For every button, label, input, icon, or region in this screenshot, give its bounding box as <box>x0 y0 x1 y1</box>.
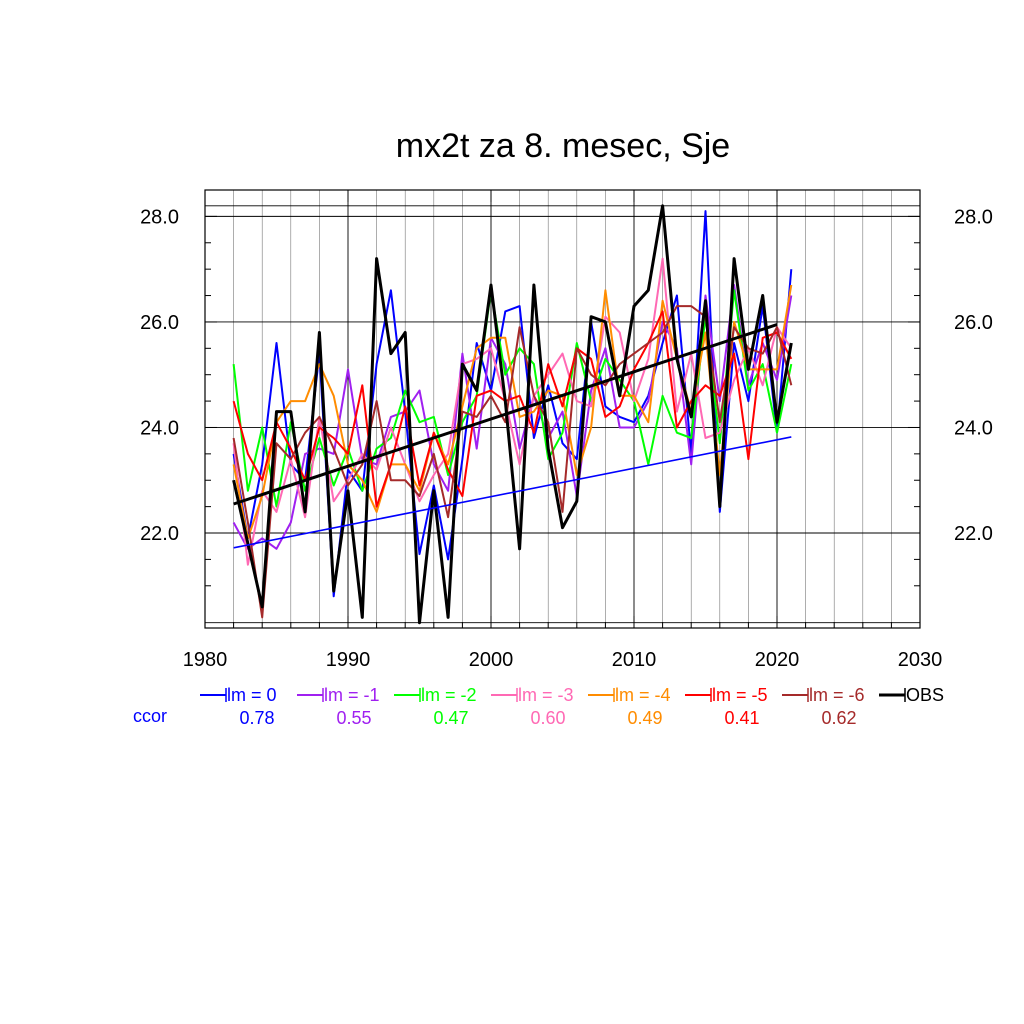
axis-ticks: 1980 1990 2000 2010 2020 2030 22.0 22.0 24.0 24.0… <box>140 190 993 671</box>
legend-ccor-value: 0.47 <box>433 708 468 728</box>
legend-ccor-value: 0.62 <box>821 708 856 728</box>
x-tick-label: 2020 <box>755 649 800 671</box>
trend-line-1 <box>233 323 778 506</box>
legend-ccor-value: 0.41 <box>724 708 759 728</box>
legend-entry: lm = 0 <box>227 685 277 705</box>
legend-entry: lm = -3 <box>518 685 574 705</box>
x-tick-label: 2030 <box>898 649 943 671</box>
legend-ccor-value: 0.49 <box>627 708 662 728</box>
x-tick-label: 1980 <box>183 649 228 671</box>
legend: ccor lm = 0 0.78 lm = -1 0.55 lm = -2 0.47 lm =… <box>133 685 944 728</box>
plot-frame <box>204 189 921 629</box>
legend-entry: lm = -6 <box>809 685 865 705</box>
y-tick-label-left: 22.0 <box>140 523 179 545</box>
ccor-label: ccor <box>133 706 167 726</box>
x-tick-label: 2000 <box>469 649 514 671</box>
y-tick-label-right: 22.0 <box>954 523 993 545</box>
y-tick-label-left: 28.0 <box>140 206 179 228</box>
y-tick-label-right: 26.0 <box>954 312 993 334</box>
legend-entry: lm = -5 <box>712 685 768 705</box>
series-line-6 <box>232 305 793 619</box>
y-tick-label-right: 24.0 <box>954 417 993 439</box>
legend-entry: lm = -4 <box>615 685 671 705</box>
y-tick-label-left: 26.0 <box>140 312 179 334</box>
chart-title: mx2t za 8. mesec, Sje <box>396 127 730 165</box>
legend-entry: lm = -2 <box>421 685 477 705</box>
y-tick-label-right: 28.0 <box>954 206 993 228</box>
y-tick-label-left: 24.0 <box>140 417 179 439</box>
legend-entry: OBS <box>906 685 944 705</box>
series-layer <box>232 204 793 625</box>
series-line-7 <box>232 204 793 625</box>
x-tick-label: 1990 <box>326 649 371 671</box>
x-tick-label: 2010 <box>612 649 657 671</box>
legend-ccor-value: 0.60 <box>530 708 565 728</box>
legend-ccor-value: 0.78 <box>239 708 274 728</box>
trend-line-0 <box>233 436 792 549</box>
legend-entry: lm = -1 <box>324 685 380 705</box>
legend-ccor-value: 0.55 <box>336 708 371 728</box>
plot-border <box>204 189 921 629</box>
